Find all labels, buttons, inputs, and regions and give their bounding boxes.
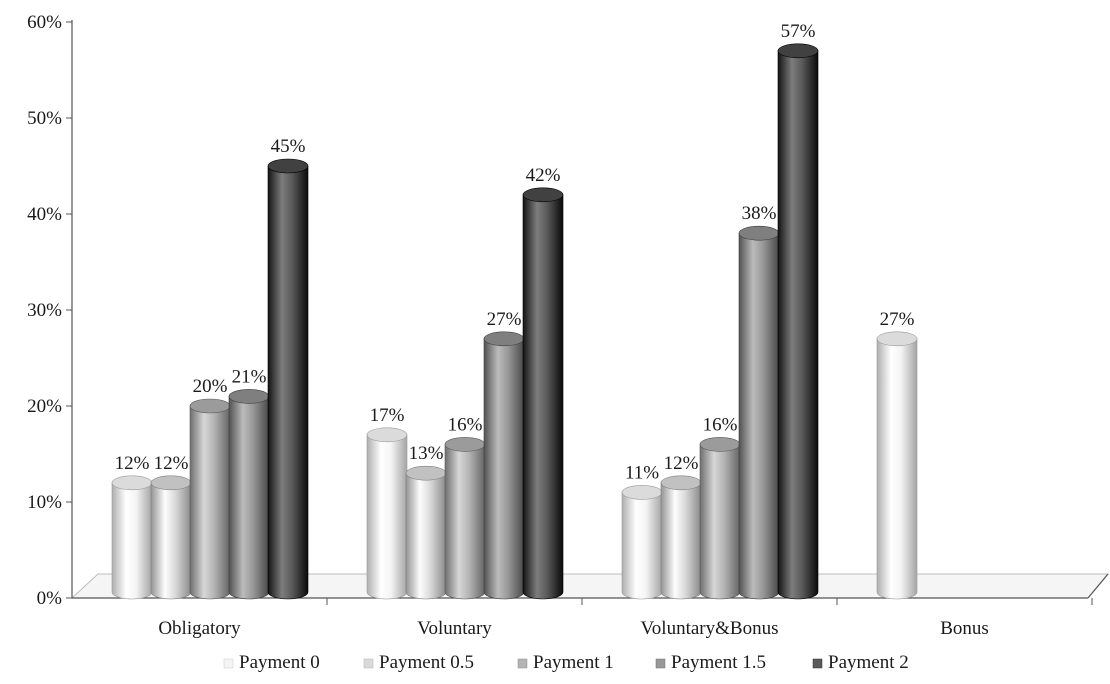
y-tick-label: 40% <box>27 204 62 225</box>
bar-body <box>738 232 780 600</box>
bar <box>189 398 231 600</box>
bar <box>738 225 780 600</box>
bar-body <box>621 492 663 600</box>
bar <box>366 427 408 600</box>
bar-top <box>738 225 780 241</box>
legend-swatch <box>363 658 374 669</box>
data-label: 27% <box>487 309 522 330</box>
y-tick-label: 20% <box>27 396 62 417</box>
data-label: 11% <box>625 462 659 483</box>
bar-body <box>444 444 486 600</box>
legend-label: Payment 1.5 <box>671 652 766 673</box>
legend-item: Payment 1.5 <box>655 652 766 673</box>
data-label: 12% <box>664 453 699 474</box>
bar-top <box>876 331 918 347</box>
bar <box>699 437 741 600</box>
legend-item: Payment 0 <box>223 652 320 673</box>
bar-body <box>483 338 525 600</box>
bar-body <box>777 50 819 600</box>
data-label: 13% <box>409 443 444 464</box>
bar-top <box>267 158 309 174</box>
bar-body <box>876 338 918 600</box>
bar-top <box>777 43 819 59</box>
data-label: 20% <box>193 376 228 397</box>
data-label: 38% <box>742 203 777 224</box>
x-axis-edge <box>1087 573 1109 599</box>
bar-top <box>228 389 270 404</box>
data-label: 16% <box>448 414 483 435</box>
data-labels: 12% 12%20% 21%45%17%13%16%27%42%11% 12%16%3… <box>115 21 915 484</box>
legend-swatch <box>812 658 823 669</box>
axes: 0% 10% 20% 30% 40% 50% 60% Obligatory Voluntary V… <box>27 12 1110 639</box>
bar-body <box>699 444 741 600</box>
legend-swatch <box>517 658 528 669</box>
bar-top <box>660 475 702 491</box>
bar <box>621 485 663 600</box>
y-tick-label: 30% <box>27 300 62 321</box>
y-tick-label: 60% <box>27 12 62 33</box>
bar <box>777 43 819 600</box>
data-label: 45% <box>271 136 306 157</box>
bar-top <box>522 187 564 203</box>
bar-body <box>522 194 564 600</box>
bar <box>444 437 486 600</box>
data-label: 21% <box>232 366 267 387</box>
data-label: 42% <box>526 165 561 186</box>
legend-swatch <box>223 658 234 669</box>
legend-label: Payment 0.5 <box>379 652 474 673</box>
bar-top <box>483 331 525 347</box>
legend-item: Payment 1 <box>517 652 614 673</box>
data-label: 12% <box>115 453 150 474</box>
bar-top <box>621 485 663 500</box>
bar-top <box>111 475 153 491</box>
y-tick-label: 0% <box>37 588 63 609</box>
bar <box>267 158 309 600</box>
bar <box>228 389 270 600</box>
bar-body <box>366 434 408 600</box>
bar-body <box>111 482 153 600</box>
y-tick-label: 10% <box>27 492 62 513</box>
x-tick-label: Voluntary <box>417 618 492 639</box>
bar <box>111 475 153 600</box>
bar-top <box>366 427 408 443</box>
legend-item: Payment 2 <box>812 652 909 673</box>
bar <box>660 475 702 600</box>
data-label: 17% <box>370 405 405 426</box>
bar-body <box>405 472 447 600</box>
x-tick-label: Obligatory <box>158 618 241 639</box>
bar-top <box>189 398 231 414</box>
y-tick-label: 50% <box>27 108 62 129</box>
bar-body <box>228 396 270 600</box>
x-tick-label: Voluntary&Bonus <box>641 618 779 639</box>
bar-top <box>699 437 741 452</box>
bar <box>876 331 918 600</box>
bar-body <box>189 405 231 600</box>
legend-swatch <box>655 658 666 669</box>
data-label: 27% <box>880 309 915 330</box>
data-label: 16% <box>703 414 738 435</box>
bar <box>483 331 525 600</box>
legend: Payment 0 Payment 0.5 Payment 1 Payment 1.5… <box>223 652 909 673</box>
bar <box>405 465 447 600</box>
bar-top <box>150 475 192 491</box>
bar-body <box>150 482 192 600</box>
bar <box>522 187 564 600</box>
bar-top <box>444 437 486 452</box>
bar <box>150 475 192 600</box>
legend-label: Payment 0 <box>239 652 320 673</box>
bar-top <box>405 465 447 481</box>
data-label: 12% <box>154 453 189 474</box>
bars <box>111 43 918 600</box>
data-label: 57% <box>781 21 816 42</box>
bar-body <box>267 165 309 600</box>
x-tick-label: Bonus <box>940 618 989 639</box>
legend-label: Payment 2 <box>828 652 909 673</box>
legend-item: Payment 0.5 <box>363 652 474 673</box>
bar-body <box>660 482 702 600</box>
legend-label: Payment 1 <box>533 652 614 673</box>
